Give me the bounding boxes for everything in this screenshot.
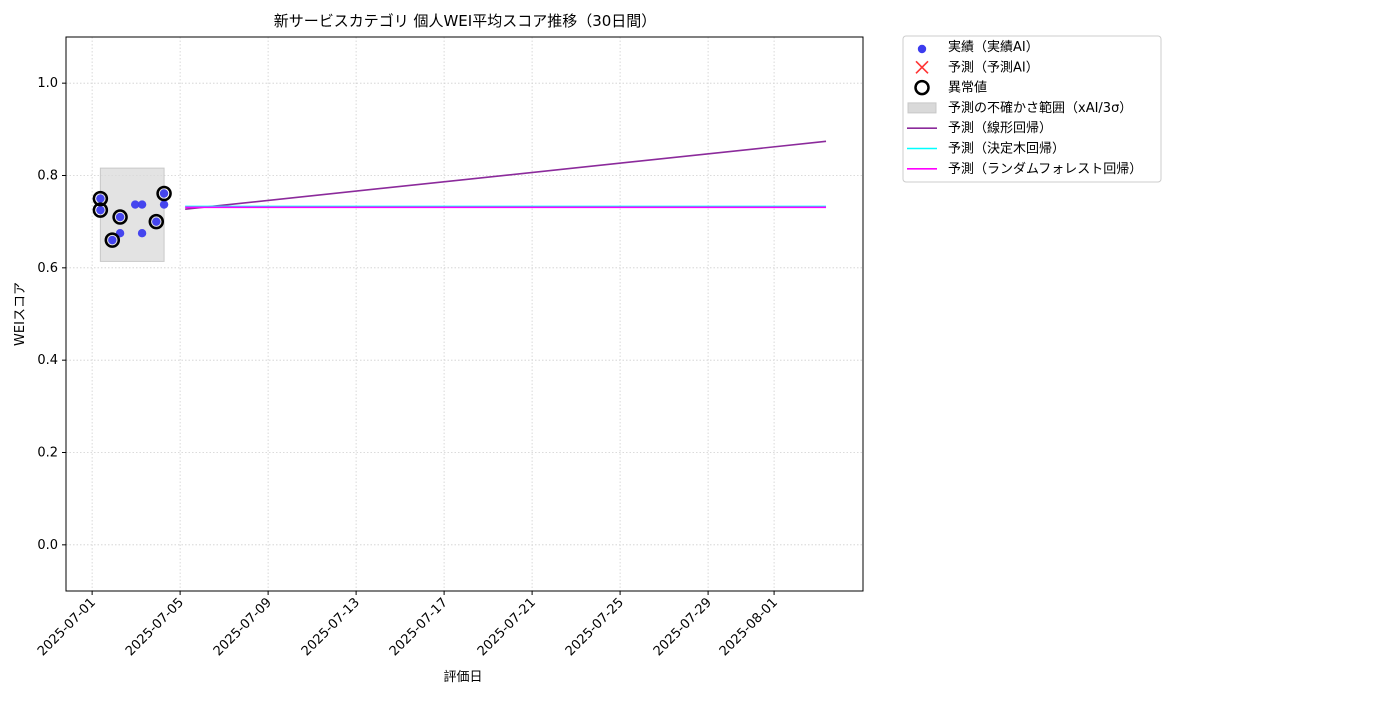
legend-label: 予測（ランダムフォレスト回帰） (948, 161, 1142, 177)
plot-frame (65, 36, 864, 592)
x-tick-label: 2025-07-01 (35, 595, 99, 659)
outlier-marker (112, 209, 128, 225)
legend-label: 予測（決定木回帰） (948, 141, 1065, 157)
outlier-marker (92, 190, 109, 207)
point (137, 200, 147, 209)
legend-swatch (917, 44, 927, 54)
point (115, 212, 125, 222)
x-tick-label: 2025-07-09 (211, 595, 275, 659)
y-tick-label: 0.8 (37, 169, 58, 184)
outlier-marker (148, 213, 165, 230)
y-tick-label: 0.0 (37, 538, 58, 553)
point (96, 205, 105, 215)
y-tick-label: 0.6 (37, 261, 58, 276)
legend-box (902, 35, 1162, 183)
outlier-marker (92, 202, 109, 218)
x-tick-label: 2025-07-29 (651, 595, 715, 659)
outlier-marker (156, 185, 172, 202)
y-tick-label: 0.4 (37, 353, 58, 368)
x-tick-label: 2025-07-13 (299, 595, 363, 659)
legend-swatch (907, 102, 937, 114)
point (96, 194, 105, 203)
x-tick-label: 2025-07-21 (475, 595, 539, 659)
x-tick-label: 2025-07-25 (563, 595, 627, 659)
x-tick-label: 2025-08-01 (717, 595, 781, 659)
legend-label: 予測（線形回帰） (948, 120, 1052, 136)
outlier-marker (104, 232, 121, 248)
x-axis-label: 評価日 (443, 670, 482, 685)
y-tick-label: 1.0 (37, 76, 58, 91)
line (185, 140, 827, 210)
point (137, 229, 147, 238)
legend-swatch (914, 79, 930, 96)
x-tick-label: 2025-07-05 (123, 595, 187, 659)
point (159, 189, 169, 198)
chart-title: 新サービスカテゴリ 個人WEI平均スコア推移（30日間） (274, 12, 657, 30)
legend-label: 異常値 (948, 80, 987, 96)
y-axis-label: WEIスコア (13, 282, 28, 346)
legend-label: 予測の不確かさ範囲（xAI/3σ） (948, 100, 1132, 116)
legend-label: 予測（予測AI） (948, 60, 1039, 75)
point (131, 200, 140, 209)
legend-label: 実績（実績AI） (948, 39, 1039, 55)
x-tick-label: 2025-07-17 (387, 595, 451, 659)
point (159, 200, 169, 209)
legend-swatch (915, 60, 929, 74)
uncertainty-band (99, 167, 165, 262)
point (152, 217, 161, 226)
point (108, 235, 117, 245)
y-tick-label: 0.2 (37, 446, 58, 461)
